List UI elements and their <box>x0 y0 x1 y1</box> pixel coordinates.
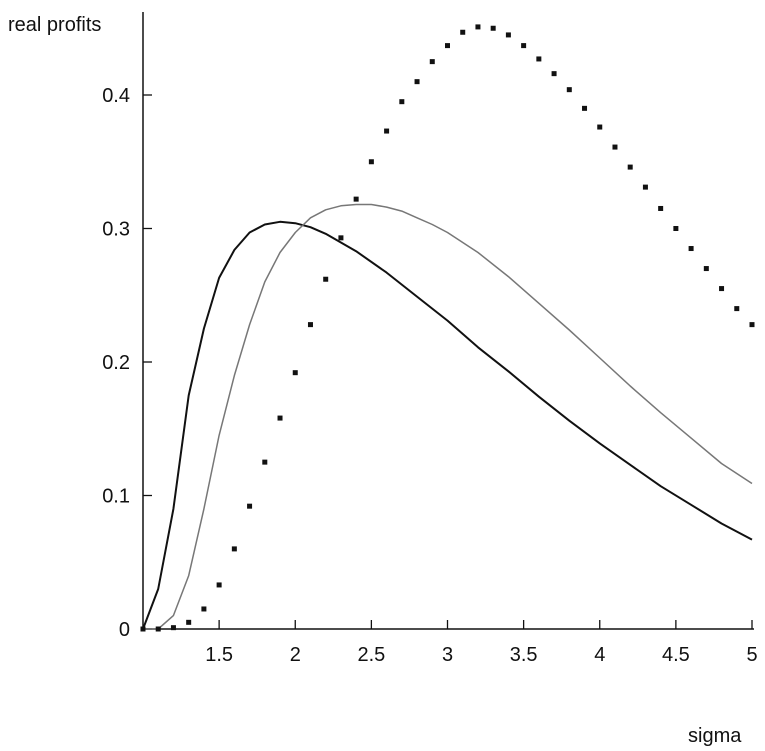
y-tick-label: 0.1 <box>102 486 130 508</box>
x-tick-label: 3 <box>442 644 453 666</box>
data-point <box>429 59 435 65</box>
data-point <box>414 79 420 85</box>
data-point <box>170 625 176 631</box>
x-tick-label: 5 <box>746 644 757 666</box>
data-point <box>505 32 511 38</box>
data-point <box>353 196 359 202</box>
data-point <box>658 205 664 211</box>
y-tick-label: 0.4 <box>102 85 130 107</box>
data-point <box>551 71 557 77</box>
data-point <box>399 99 405 105</box>
data-point <box>140 626 146 632</box>
data-point <box>673 226 679 231</box>
data-point <box>734 306 740 312</box>
series-layer <box>140 24 755 632</box>
data-point <box>688 246 694 252</box>
data-point <box>292 370 298 376</box>
data-point <box>642 184 648 190</box>
series-dotted <box>140 24 755 632</box>
data-point <box>703 266 709 272</box>
data-point <box>231 546 237 552</box>
data-point <box>490 25 496 31</box>
data-point <box>262 459 268 465</box>
y-tick-label: 0.3 <box>102 219 130 241</box>
data-point <box>247 503 253 509</box>
x-ticks: 1.5 2 2.5 3 3.5 4 4.5 5 <box>205 620 758 666</box>
x-tick-label: 2 <box>290 644 301 666</box>
data-point <box>445 43 450 49</box>
x-tick-label: 4.5 <box>662 644 690 666</box>
data-point <box>597 124 603 130</box>
data-point <box>460 29 466 35</box>
series-solid-light <box>143 203 753 630</box>
data-point <box>186 619 192 625</box>
data-point <box>719 286 725 292</box>
axes <box>142 12 754 630</box>
data-point <box>201 606 207 612</box>
data-point <box>368 159 374 165</box>
x-tick-label: 4 <box>594 644 605 666</box>
series-solid-dark <box>142 220 753 630</box>
series-line <box>143 203 753 630</box>
x-axis-label: sigma <box>688 725 742 747</box>
data-point <box>582 105 588 111</box>
x-tick-label: 2.5 <box>357 644 385 666</box>
data-point <box>627 164 633 170</box>
data-point <box>521 43 527 49</box>
data-point <box>612 144 618 150</box>
x-tick-label: 1.5 <box>205 644 233 666</box>
y-ticks: 0 0.1 0.2 0.3 0.4 <box>102 85 152 641</box>
data-point <box>323 276 329 282</box>
data-point <box>536 56 542 62</box>
series-line <box>142 220 753 630</box>
data-point <box>307 322 313 328</box>
data-point <box>338 235 344 241</box>
data-point <box>277 415 283 421</box>
y-axis-label: real profits <box>8 14 101 36</box>
data-point <box>384 128 390 134</box>
data-point <box>566 87 572 93</box>
y-tick-label: 0.2 <box>102 352 130 374</box>
data-point <box>155 626 161 632</box>
data-point <box>216 582 222 588</box>
data-point <box>749 322 755 328</box>
x-tick-label: 3.5 <box>510 644 538 666</box>
data-point <box>475 24 481 30</box>
y-tick-label: 0 <box>119 619 130 641</box>
